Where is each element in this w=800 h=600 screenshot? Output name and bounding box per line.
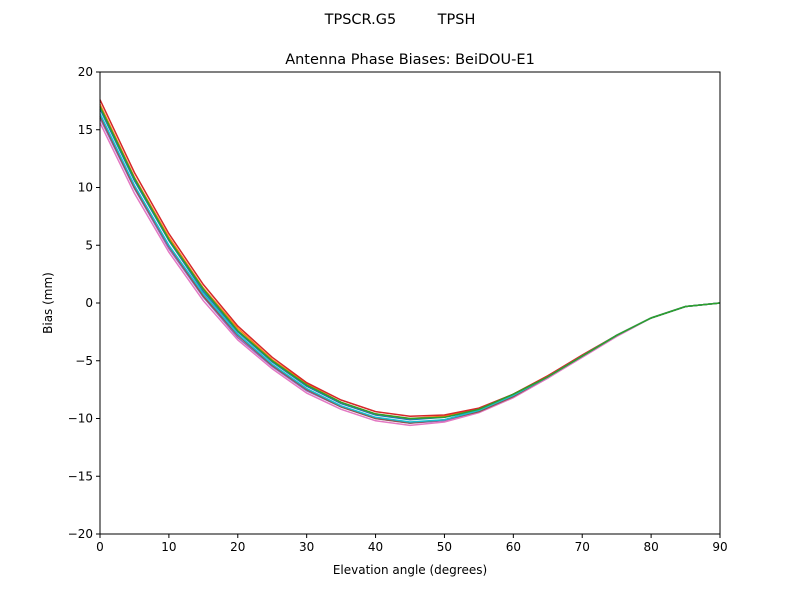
- series-line-4: [99, 122, 721, 427]
- series-line-6: [99, 113, 721, 423]
- plot-frame: [99, 71, 721, 535]
- x-tick-label: 80: [643, 540, 658, 554]
- chart-title: Antenna Phase Biases: BeiDOU-E1: [285, 52, 535, 68]
- x-tick-label: 0: [96, 540, 104, 554]
- y-tick-label: 15: [78, 123, 93, 137]
- y-tick-label: 5: [85, 238, 93, 252]
- y-axis-label: Bias (mm): [41, 272, 55, 334]
- series-line-0: [99, 108, 721, 421]
- y-tick-label: −20: [68, 527, 93, 541]
- series-line-2: [99, 99, 721, 417]
- y-tick-label: 20: [78, 65, 93, 79]
- x-axis-label: Elevation angle (degrees): [333, 563, 487, 577]
- y-tick-label: −5: [75, 354, 93, 368]
- y-tick-label: −10: [68, 412, 93, 426]
- series-line-1: [99, 103, 721, 420]
- x-tick-label: 50: [437, 540, 452, 554]
- x-tick-label: 10: [161, 540, 176, 554]
- x-tick-label: 20: [230, 540, 245, 554]
- y-axis: −20 −15 −10 −5 0 5 10 15 20: [68, 65, 100, 541]
- series-layer: [99, 99, 721, 427]
- x-tick-label: 70: [575, 540, 590, 554]
- x-tick-label: 60: [506, 540, 521, 554]
- x-tick-label: 40: [368, 540, 383, 554]
- series-line-7: [99, 106, 721, 420]
- x-tick-label: 30: [299, 540, 314, 554]
- x-axis: 0 10 20 30 40 50 60 70 80 90: [96, 534, 728, 554]
- y-tick-label: 0: [85, 296, 93, 310]
- y-tick-label: −15: [68, 469, 93, 483]
- series-line-3: [99, 117, 721, 424]
- suptitle: TPSCR.G5 TPSH: [324, 12, 476, 28]
- x-tick-label: 90: [712, 540, 727, 554]
- y-tick-label: 10: [78, 181, 93, 195]
